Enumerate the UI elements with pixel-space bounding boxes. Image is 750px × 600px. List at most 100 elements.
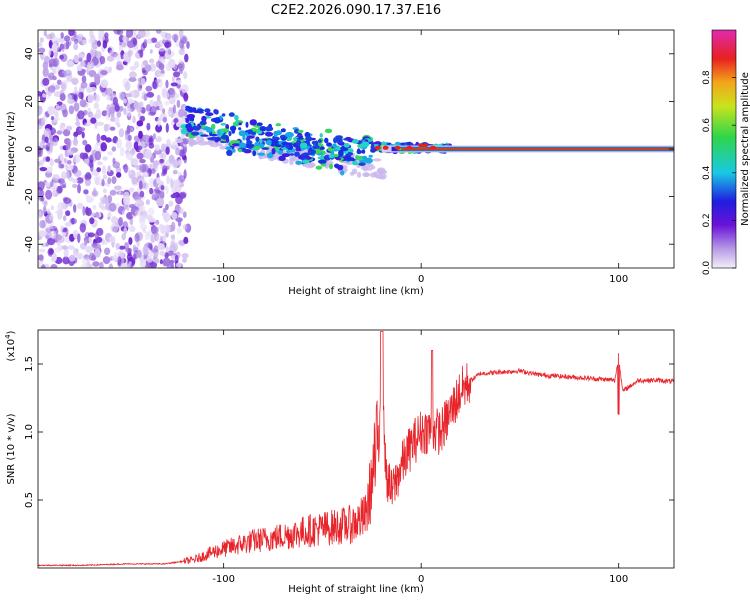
heatmap-ridge-blob bbox=[340, 170, 345, 176]
heatmap-noise-blob bbox=[54, 158, 60, 163]
heatmap-noise-blob bbox=[71, 217, 75, 225]
heatmap-noise-blob bbox=[123, 227, 128, 235]
heatmap-ridge-blob bbox=[265, 126, 274, 132]
heatmap-noise-blob bbox=[146, 122, 151, 131]
heatmap-noise-blob bbox=[181, 253, 189, 259]
snr-panel: -100 0 100 0.5 1.0 1.5 Height of straight li… bbox=[4, 329, 675, 595]
heatmap-noise-blob bbox=[94, 150, 102, 161]
heatmap-ridge-blob bbox=[187, 106, 194, 113]
heatmap-noise-blob bbox=[170, 178, 174, 189]
heatmap-ridge-blob bbox=[228, 112, 235, 117]
heatmap-noise-blob bbox=[158, 63, 165, 71]
heatmap-noise-blob bbox=[170, 234, 176, 240]
heatmap-noise-blob bbox=[109, 189, 117, 196]
heatmap-noise-blob bbox=[64, 222, 72, 227]
heatmap-ridge-blob bbox=[324, 137, 329, 144]
heatmap-noise-blob bbox=[131, 176, 138, 185]
heatmap-noise-blob bbox=[122, 35, 127, 43]
heatmap-noise-blob bbox=[168, 143, 173, 148]
heatmap-noise-blob bbox=[129, 218, 134, 226]
heatmap-noise-blob bbox=[96, 167, 101, 173]
heatmap-noise-blob bbox=[145, 85, 153, 92]
heatmap-ridge-blob bbox=[333, 143, 337, 149]
heatmap-noise-blob bbox=[67, 94, 73, 103]
heatmap-noise-blob bbox=[45, 234, 50, 240]
heatmap-noise-blob bbox=[133, 195, 142, 202]
heatmap-noise-blob bbox=[95, 236, 103, 243]
heatmap-ridge-blob bbox=[238, 127, 242, 131]
heatmap-noise-blob bbox=[155, 234, 163, 243]
heatmap-noise-blob bbox=[125, 107, 132, 117]
heatmap-noise-blob bbox=[111, 216, 118, 224]
heatmap-ridge-blob bbox=[204, 108, 211, 113]
heatmap-noise-blob bbox=[139, 223, 148, 230]
heatmap-ridge-blob bbox=[238, 148, 243, 153]
heatmap-noise-blob bbox=[55, 104, 60, 110]
heatmap-noise-blob bbox=[138, 180, 143, 190]
heatmap-noise-blob bbox=[45, 166, 53, 174]
heatmap-halo-blob bbox=[357, 171, 362, 178]
heatmap-noise-blob bbox=[38, 141, 41, 147]
heatmap-ridge-blob bbox=[245, 121, 249, 128]
heatmap-noise-blob bbox=[48, 248, 54, 255]
heatmap-noise-blob bbox=[118, 105, 124, 112]
heatmap-noise-blob bbox=[65, 40, 70, 50]
heatmap-noise-blob bbox=[140, 205, 146, 212]
heatmap-noise-blob bbox=[142, 171, 149, 178]
heatmap-y-tick-label: -40 bbox=[24, 236, 35, 252]
heatmap-noise-blob bbox=[164, 41, 172, 48]
heatmap-ridge-blob bbox=[345, 136, 352, 141]
heatmap-noise-blob bbox=[82, 139, 88, 146]
heatmap-noise-blob bbox=[59, 153, 64, 161]
heatmap-noise-blob bbox=[122, 98, 127, 104]
heatmap-ridge-blob bbox=[370, 144, 375, 151]
heatmap-noise-blob bbox=[38, 123, 43, 130]
heatmap-noise-blob bbox=[132, 38, 137, 46]
heatmap-noise-blob bbox=[118, 91, 126, 100]
heatmap-noise-blob bbox=[58, 244, 63, 251]
heatmap-noise-blob bbox=[39, 159, 45, 166]
heatmap-noise-blob bbox=[175, 217, 183, 223]
heatmap-noise-blob bbox=[175, 138, 184, 143]
heatmap-halo-blob bbox=[189, 142, 194, 147]
heatmap-noise-blob bbox=[125, 140, 133, 150]
heatmap-noise-blob bbox=[127, 134, 132, 142]
heatmap-noise-blob bbox=[162, 36, 166, 44]
heatmap-ridge-blob bbox=[329, 163, 333, 170]
heatmap-noise-blob bbox=[113, 251, 118, 260]
heatmap-noise-blob bbox=[175, 147, 181, 156]
colorbar-tick-label: 0.4 bbox=[702, 165, 712, 180]
heatmap-noise-blob bbox=[74, 38, 79, 45]
heatmap-noise-blob bbox=[170, 82, 178, 87]
heatmap-noise-blob bbox=[50, 230, 57, 240]
heatmap-noise-blob bbox=[62, 108, 68, 118]
heatmap-ridge-blob bbox=[228, 131, 232, 137]
heatmap-noise-blob bbox=[67, 245, 75, 250]
heatmap-noise-blob bbox=[139, 214, 145, 223]
heatmap-noise-blob bbox=[60, 225, 64, 232]
heatmap-noise-blob bbox=[162, 257, 171, 267]
heatmap-noise-blob bbox=[65, 164, 69, 172]
heatmap-noise-blob bbox=[148, 142, 155, 149]
heatmap-ridge-blob bbox=[285, 150, 295, 153]
colorbar-tick-label: 0.8 bbox=[702, 70, 712, 85]
heatmap-noise-blob bbox=[50, 180, 54, 187]
heatmap-noise-blob bbox=[61, 173, 68, 179]
snr-series-line bbox=[38, 331, 674, 567]
heatmap-noise-blob bbox=[143, 39, 148, 45]
snr-frame bbox=[37, 329, 675, 569]
heatmap-noise-blob bbox=[80, 264, 89, 268]
heatmap-ridge-blob bbox=[349, 158, 356, 162]
heatmap-ridge-blob bbox=[295, 139, 302, 146]
heatmap-noise-blob bbox=[149, 187, 154, 195]
heatmap-noise-blob bbox=[126, 125, 131, 135]
heatmap-ridge-blob bbox=[295, 146, 301, 151]
heatmap-y-tick-label: -20 bbox=[24, 188, 35, 204]
heatmap-noise-blob bbox=[43, 56, 50, 65]
heatmap-noise-blob bbox=[42, 93, 46, 98]
heatmap-noise-blob bbox=[114, 104, 120, 112]
colorbar-label: Normalized spectral amplitude bbox=[740, 72, 750, 226]
heatmap-noise-blob bbox=[126, 40, 135, 48]
heatmap-noise-blob bbox=[90, 212, 96, 217]
heatmap-noise-blob bbox=[101, 240, 109, 245]
